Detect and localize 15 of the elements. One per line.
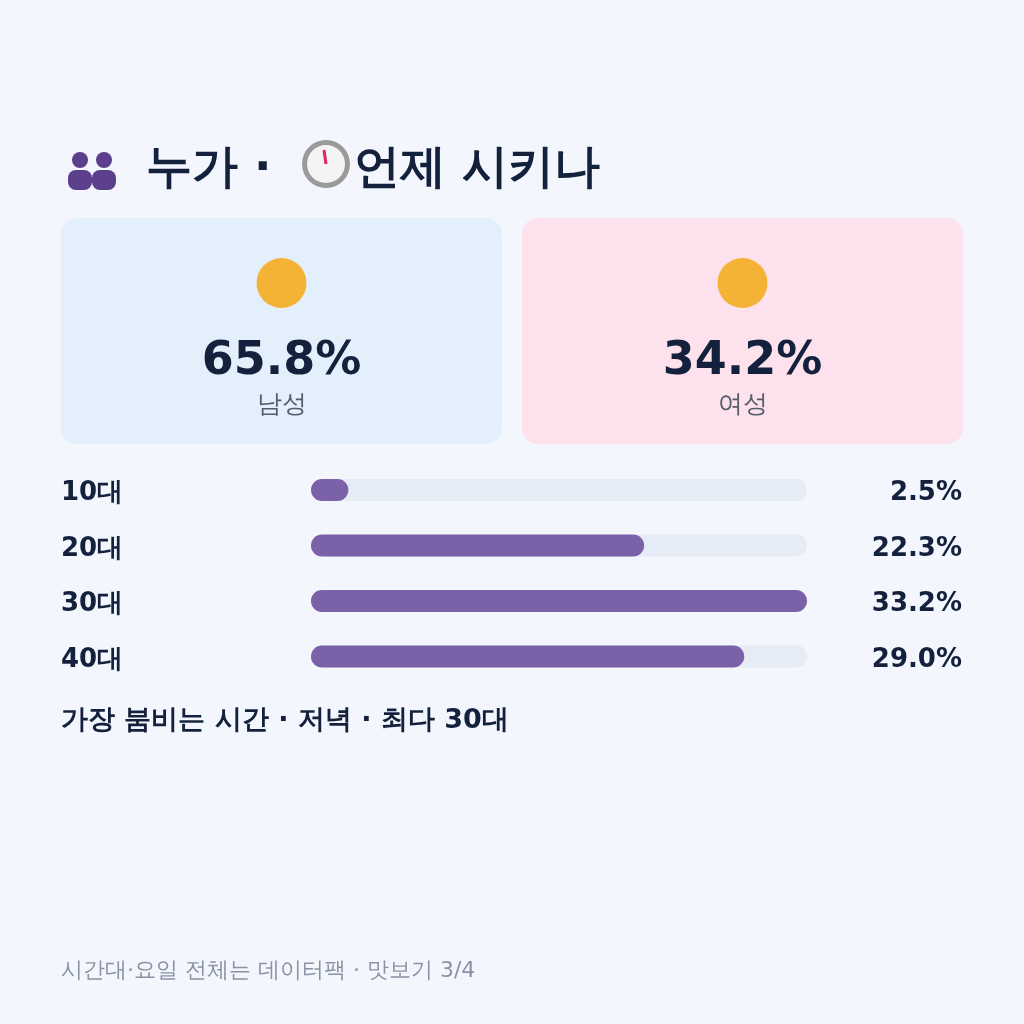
category-label: 여성 [717, 389, 768, 418]
data-label: 29.0% [871, 642, 962, 673]
data-label: 33.2% [871, 587, 962, 617]
category-label: 남성 [256, 389, 307, 418]
data-label: 22.3% [871, 531, 962, 562]
text: 34.2% [662, 331, 823, 385]
text: 가장 붐비는 시간 · 저녁 · 최다 30대 [61, 703, 509, 734]
category-label: 10대 [61, 476, 124, 506]
text: 시간대·요일 전체는 데이터팩 · 맛보기 3/4 [61, 957, 476, 982]
chart-title: 누가 · 언제 시키나 [146, 139, 600, 193]
category-label: 20대 [61, 531, 124, 562]
category-label: 30대 [61, 587, 124, 617]
data-label: 2.5% [889, 476, 962, 506]
text: 65.8% [201, 331, 362, 385]
category-label: 40대 [61, 642, 124, 673]
